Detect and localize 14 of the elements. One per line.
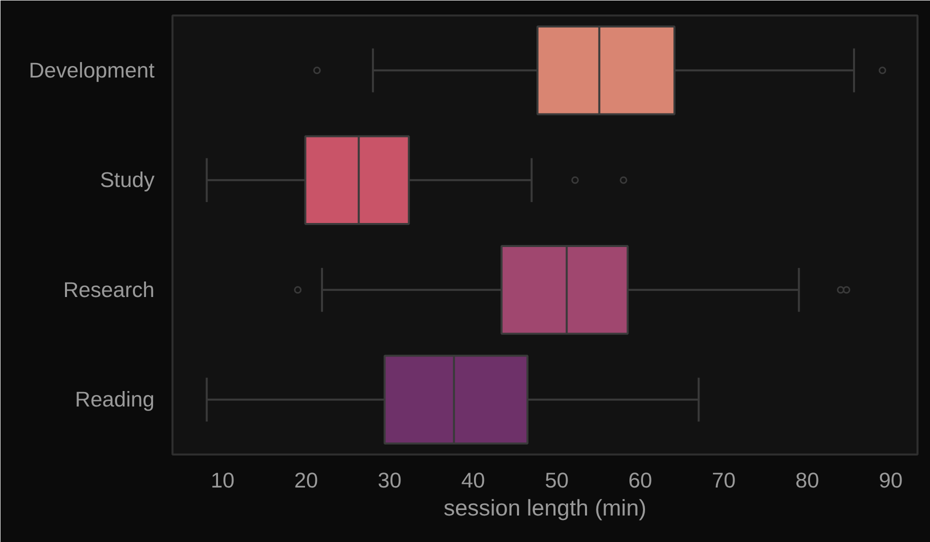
x-tick-label: 30 [378,468,402,492]
x-tick-label: 10 [210,468,235,492]
x-tick-label: 70 [712,468,736,492]
x-tick-label: 20 [294,468,318,492]
x-tick-label: 90 [878,468,903,492]
y-tick-label: Development [28,58,155,82]
y-tick-label: Reading [75,388,155,412]
y-tick-label: Research [63,278,154,302]
x-tick-label: 40 [461,468,486,492]
x-axis-title: session length (min) [444,494,646,520]
x-tick-label: 50 [544,468,569,492]
x-tick-label: 60 [628,468,652,492]
x-tick-label: 80 [795,468,820,492]
y-tick-label: Study [100,168,155,192]
